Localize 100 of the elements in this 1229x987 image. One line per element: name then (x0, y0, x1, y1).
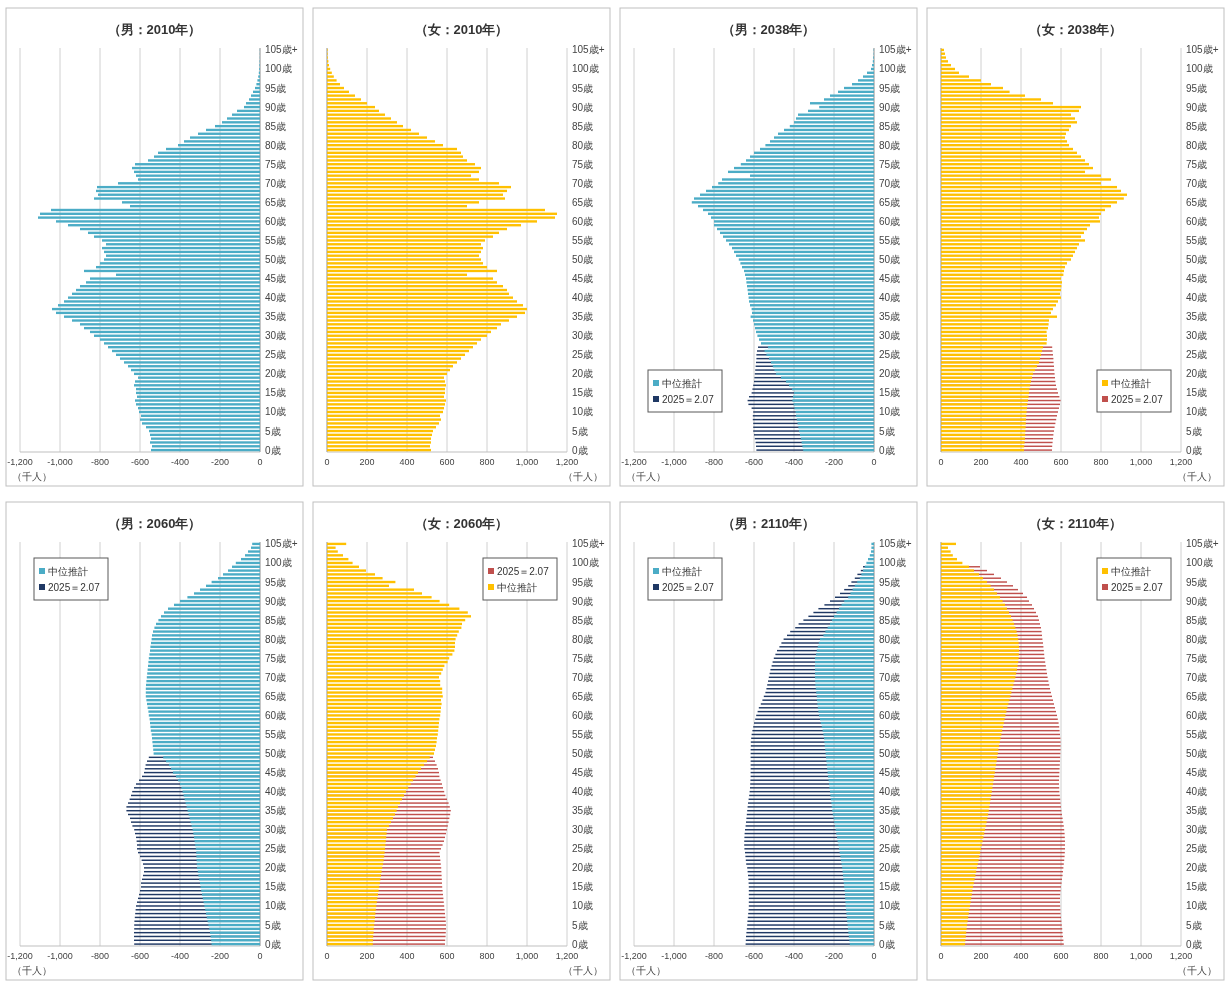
x-tick-label: 0 (257, 951, 263, 961)
y-tick-label: 0歳 (572, 938, 588, 950)
chart-title: （男：2038年） (721, 22, 816, 37)
y-tick-label: 85歳 (572, 614, 594, 626)
y-tick-label: 25歳 (879, 843, 901, 855)
y-tick-label: 95歳 (1186, 576, 1208, 588)
y-tick-label: 75歳 (572, 652, 594, 664)
y-tick-label: 35歳 (572, 805, 594, 817)
y-tick-label: 70歳 (879, 177, 901, 189)
x-tick-label: 1,000 (1129, 457, 1153, 467)
y-tick-label: 75歳 (879, 652, 901, 664)
x-tick-label: -200 (824, 457, 844, 467)
y-tick-label: 55歳 (265, 234, 287, 246)
y-tick-label: 40歳 (572, 786, 594, 798)
y-tick-label: 85歳 (879, 614, 901, 626)
y-tick-label: 50歳 (572, 254, 594, 266)
y-tick-label: 20歳 (572, 862, 594, 874)
y-tick-label: 80歳 (1186, 139, 1208, 151)
y-tick-label: 105歳+ (879, 538, 912, 550)
x-tick-label: -400 (170, 457, 190, 467)
y-tick-label: 5歳 (265, 919, 281, 931)
legend-label: 2025＝2.07 (1111, 394, 1164, 405)
y-tick-label: 85歳 (265, 120, 287, 132)
x-tick-label: -600 (130, 457, 150, 467)
y-tick-label: 10歳 (572, 900, 594, 912)
y-tick-label: 25歳 (572, 349, 594, 361)
y-tick-label: 80歳 (879, 139, 901, 151)
y-tick-label: 100歳 (1186, 63, 1213, 75)
legend-label: 2025＝2.07 (497, 566, 550, 577)
x-tick-label: 0 (938, 951, 944, 961)
y-tick-label: 90歳 (1186, 595, 1208, 607)
y-tick-label: 40歳 (572, 292, 594, 304)
y-tick-label: 10歳 (265, 406, 287, 418)
y-tick-label: 5歳 (879, 425, 895, 437)
y-tick-label: 105歳+ (572, 44, 605, 56)
x-tick-label: 1,200 (555, 457, 579, 467)
y-tick-label: 70歳 (1186, 177, 1208, 189)
y-tick-label: 50歳 (572, 748, 594, 760)
y-tick-label: 50歳 (879, 748, 901, 760)
x-tick-label: 1,000 (515, 457, 539, 467)
x-tick-label: -800 (90, 951, 110, 961)
y-tick-label: 35歳 (265, 805, 287, 817)
x-tick-label: 800 (1093, 457, 1109, 467)
y-tick-label: 30歳 (879, 824, 901, 836)
y-tick-label: 15歳 (572, 881, 594, 893)
y-tick-label: 10歳 (1186, 900, 1208, 912)
chart-title: （男：2110年） (721, 516, 816, 531)
y-tick-label: 95歳 (572, 576, 594, 588)
y-tick-label: 55歳 (265, 728, 287, 740)
y-tick-label: 100歳 (265, 63, 292, 75)
x-tick-label: -1,200 (621, 951, 647, 961)
y-tick-label: 20歳 (265, 862, 287, 874)
x-tick-label: 400 (1013, 951, 1029, 961)
y-tick-label: 25歳 (879, 349, 901, 361)
legend-label: 中位推計 (1111, 566, 1151, 577)
y-tick-label: 75歳 (265, 652, 287, 664)
text: （千人） (563, 965, 603, 976)
y-tick-label: 25歳 (265, 349, 287, 361)
y-tick-label: 40歳 (265, 292, 287, 304)
y-tick-label: 0歳 (879, 444, 895, 456)
y-tick-label: 20歳 (265, 368, 287, 380)
y-tick-label: 30歳 (1186, 824, 1208, 836)
y-tick-label: 15歳 (265, 387, 287, 399)
legend-label: 中位推計 (497, 582, 537, 593)
y-tick-label: 65歳 (265, 690, 287, 702)
y-tick-label: 80歳 (572, 633, 594, 645)
y-tick-label: 100歳 (572, 63, 599, 75)
x-tick-label: 1,200 (555, 951, 579, 961)
y-tick-label: 85歳 (1186, 614, 1208, 626)
y-tick-label: 60歳 (1186, 215, 1208, 227)
y-tick-label: 5歳 (265, 425, 281, 437)
y-tick-label: 20歳 (1186, 368, 1208, 380)
y-tick-label: 105歳+ (265, 44, 298, 56)
y-tick-label: 10歳 (879, 406, 901, 418)
x-tick-label: 200 (359, 457, 375, 467)
y-tick-label: 95歳 (572, 82, 594, 94)
y-tick-label: 85歳 (265, 614, 287, 626)
legend-label: 2025＝2.07 (1111, 582, 1164, 593)
y-tick-label: 5歳 (1186, 919, 1202, 931)
legend-label: 中位推計 (662, 378, 702, 389)
y-tick-label: 90歳 (265, 595, 287, 607)
y-tick-label: 95歳 (879, 576, 901, 588)
y-tick-label: 70歳 (572, 671, 594, 683)
y-tick-label: 105歳+ (1186, 538, 1219, 550)
y-tick-label: 75歳 (572, 158, 594, 170)
legend-label: 2025＝2.07 (662, 394, 715, 405)
y-tick-label: 90歳 (1186, 101, 1208, 113)
y-tick-label: 50歳 (879, 254, 901, 266)
x-tick-label: -400 (784, 457, 804, 467)
x-tick-label: -1,000 (47, 457, 73, 467)
y-tick-label: 5歳 (879, 919, 895, 931)
text: （千人） (1177, 471, 1217, 482)
legend-label: 中位推計 (48, 566, 88, 577)
y-tick-label: 100歳 (572, 557, 599, 569)
y-tick-label: 55歳 (572, 728, 594, 740)
y-tick-label: 65歳 (572, 196, 594, 208)
y-tick-label: 5歳 (572, 425, 588, 437)
x-tick-label: 600 (439, 951, 455, 961)
y-tick-label: 25歳 (572, 843, 594, 855)
x-tick-label: -800 (704, 951, 724, 961)
